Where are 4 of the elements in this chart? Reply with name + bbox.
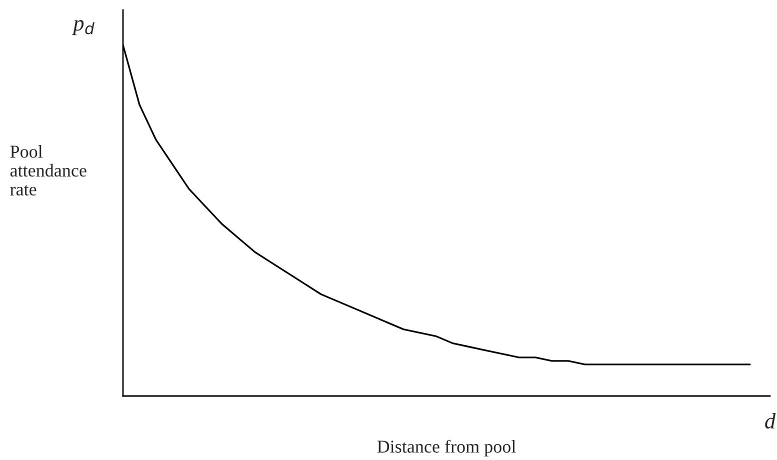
y-axis-title: Pool attendance rate: [10, 145, 86, 196]
text: p$_{d}$: [72, 20, 94, 36]
text: d: [765, 412, 776, 429]
x-axis-title: Distance from pool: [377, 440, 516, 456]
